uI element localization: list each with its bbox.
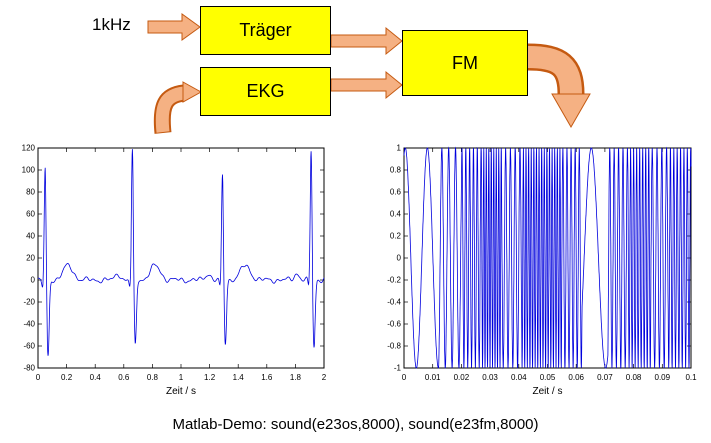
svg-text:40: 40 xyxy=(26,232,35,241)
svg-text:1: 1 xyxy=(397,144,402,153)
arrow-carrier-to-traeger xyxy=(147,13,201,41)
svg-text:0.02: 0.02 xyxy=(454,373,470,382)
svg-text:2: 2 xyxy=(322,373,327,382)
fm-label: FM xyxy=(452,52,478,73)
svg-text:0.01: 0.01 xyxy=(425,373,441,382)
svg-text:0.04: 0.04 xyxy=(511,373,527,382)
svg-text:0.09: 0.09 xyxy=(655,373,671,382)
traeger-block: Träger xyxy=(200,6,331,55)
svg-text:-1: -1 xyxy=(394,364,402,373)
svg-text:120: 120 xyxy=(22,144,36,153)
svg-text:0.1: 0.1 xyxy=(685,373,697,382)
fm-signal-chart: 0 0.01 0.02 0.03 0.04 0.05 0.06 0.07 0.08 0.09 0.1… xyxy=(365,140,711,405)
fm-signal-trace xyxy=(403,146,692,370)
ekg-plot-svg: 0 0.2 0.4 0.6 0.8 1 1.2 1.4 1.6 1.8 2 120 100 80 60 40 2… xyxy=(22,144,327,398)
svg-text:0.4: 0.4 xyxy=(90,373,102,382)
arrow-into-ekg-shaft xyxy=(155,86,186,133)
svg-text:60: 60 xyxy=(26,210,35,219)
svg-text:0.03: 0.03 xyxy=(482,373,498,382)
svg-text:0: 0 xyxy=(402,373,407,382)
ekg-block: EKG xyxy=(200,67,331,116)
svg-text:-0.8: -0.8 xyxy=(387,342,401,351)
svg-text:80: 80 xyxy=(26,188,35,197)
arrow-fm-output-outline xyxy=(527,43,585,95)
arrow-fm-output-head xyxy=(551,93,591,129)
arrow-ekg-to-fm xyxy=(330,70,403,100)
svg-text:0: 0 xyxy=(36,373,41,382)
svg-text:-0.6: -0.6 xyxy=(387,320,401,329)
svg-text:0.06: 0.06 xyxy=(568,373,584,382)
arrow-fm-output-shaft xyxy=(527,46,582,95)
svg-text:1.4: 1.4 xyxy=(233,373,245,382)
svg-text:0.8: 0.8 xyxy=(147,373,159,382)
svg-text:0.2: 0.2 xyxy=(390,232,402,241)
svg-text:0.05: 0.05 xyxy=(540,373,556,382)
svg-text:0: 0 xyxy=(397,254,402,263)
svg-text:0.4: 0.4 xyxy=(390,210,402,219)
svg-text:0: 0 xyxy=(31,276,36,285)
ekg-signal-chart: 0 0.2 0.4 0.6 0.8 1 1.2 1.4 1.6 1.8 2 120 100 80 60 40 2… xyxy=(0,140,345,405)
svg-text:-20: -20 xyxy=(23,298,35,307)
matlab-demo-caption: Matlab-Demo: sound(e23os,8000), sound(e2… xyxy=(172,416,539,433)
svg-text:-80: -80 xyxy=(23,364,35,373)
svg-text:0.6: 0.6 xyxy=(118,373,130,382)
carrier-frequency-label: 1kHz xyxy=(92,15,131,34)
svg-text:0.6: 0.6 xyxy=(390,188,402,197)
ekg-signal-trace xyxy=(37,149,325,356)
ekg-x-axis-label: Zeit / s xyxy=(166,386,196,397)
svg-text:0.8: 0.8 xyxy=(390,166,402,175)
arrow-into-ekg-outline xyxy=(153,84,186,134)
svg-text:1: 1 xyxy=(179,373,184,382)
svg-text:-0.2: -0.2 xyxy=(387,276,401,285)
arrow-into-ekg-head xyxy=(182,81,203,103)
arrow-traeger-to-fm xyxy=(330,26,403,56)
svg-text:-0.4: -0.4 xyxy=(387,298,401,307)
svg-text:1.2: 1.2 xyxy=(204,373,216,382)
ekg-label: EKG xyxy=(246,81,285,101)
fm-plot-svg: 0 0.01 0.02 0.03 0.04 0.05 0.06 0.07 0.08 0.09 0.1… xyxy=(387,144,697,398)
fm-block: FM xyxy=(402,30,528,96)
svg-text:1.6: 1.6 xyxy=(261,373,273,382)
svg-text:100: 100 xyxy=(22,166,36,175)
svg-text:0.08: 0.08 xyxy=(626,373,642,382)
svg-text:-40: -40 xyxy=(23,320,35,329)
svg-text:20: 20 xyxy=(26,254,35,263)
svg-text:0.07: 0.07 xyxy=(597,373,613,382)
fm-x-axis-label: Zeit / s xyxy=(532,386,562,397)
svg-text:-60: -60 xyxy=(23,342,35,351)
svg-text:1.8: 1.8 xyxy=(290,373,302,382)
svg-text:0.2: 0.2 xyxy=(61,373,73,382)
traeger-label: Träger xyxy=(239,20,292,40)
